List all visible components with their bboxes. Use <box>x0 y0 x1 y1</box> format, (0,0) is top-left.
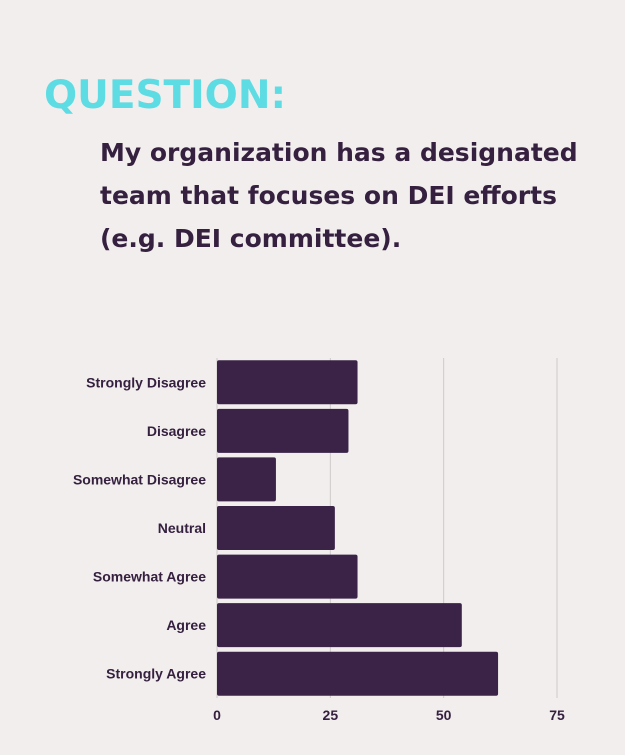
category-label: Disagree <box>147 423 206 439</box>
question-heading: QUESTION: <box>44 73 287 118</box>
bar <box>217 360 358 405</box>
category-label: Somewhat Agree <box>93 569 206 585</box>
category-label: Somewhat Disagree <box>73 471 206 487</box>
x-tick-label: 75 <box>549 707 565 723</box>
category-label: Agree <box>166 617 206 633</box>
bar <box>217 651 499 696</box>
question-text: My organization has a designated team th… <box>100 138 578 253</box>
bar <box>217 457 276 502</box>
x-tick-label: 50 <box>436 707 452 723</box>
x-tick-labels: 0 25 50 75 <box>213 707 565 723</box>
category-label: Strongly Disagree <box>86 374 206 390</box>
bar <box>217 506 335 550</box>
category-labels: Strongly Disagree Disagree Somewhat Disagr… <box>73 374 206 681</box>
x-tick-label: 25 <box>323 707 339 723</box>
bar <box>217 603 462 648</box>
x-tick-label: 0 <box>213 707 221 723</box>
bar <box>217 408 349 453</box>
category-label: Neutral <box>158 520 206 536</box>
bar <box>217 554 358 599</box>
category-label: Strongly Agree <box>106 666 206 682</box>
bars <box>217 360 499 696</box>
